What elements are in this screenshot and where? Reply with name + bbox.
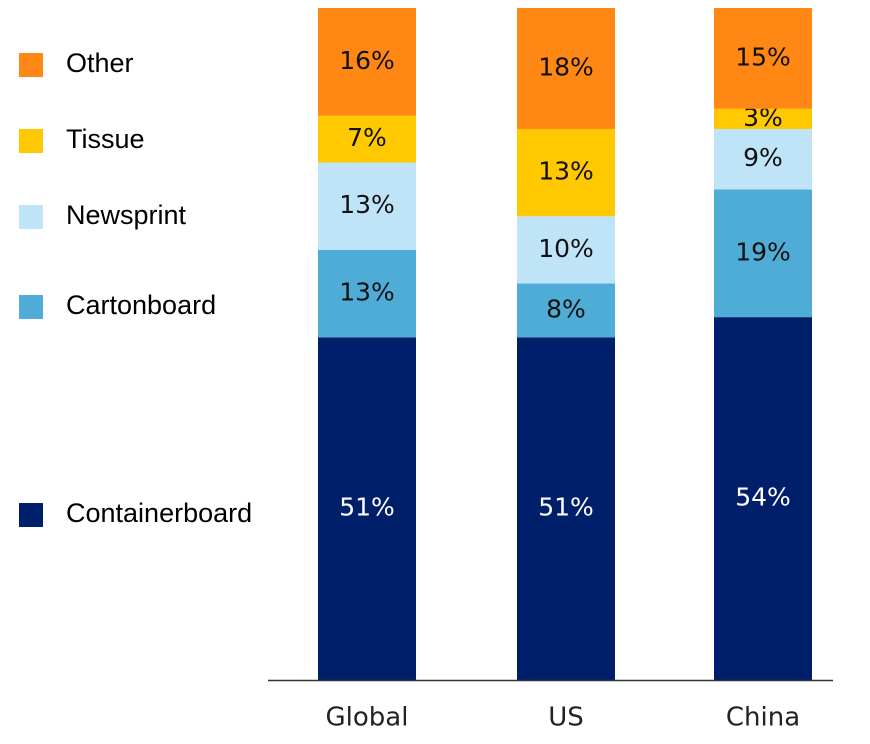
legend-swatch xyxy=(19,53,43,77)
value-label: 13% xyxy=(339,190,395,219)
bar-segment xyxy=(517,337,615,680)
x-tick-label: China xyxy=(726,703,800,733)
legend-label: Other xyxy=(66,48,134,78)
bar-segment xyxy=(517,128,615,217)
value-label: 18% xyxy=(538,52,594,81)
bar-segment xyxy=(517,283,615,338)
bar-segment xyxy=(318,162,416,250)
value-label: 19% xyxy=(735,237,791,266)
bar-segment xyxy=(714,108,812,129)
bar-segment xyxy=(318,249,416,338)
value-label: 54% xyxy=(735,483,791,512)
value-label: 15% xyxy=(735,42,791,71)
legend-swatch xyxy=(19,129,43,153)
bar-segment xyxy=(714,317,812,680)
value-label: 9% xyxy=(743,143,783,172)
value-label: 13% xyxy=(339,278,395,307)
value-label: 51% xyxy=(538,493,594,522)
value-label: 13% xyxy=(538,157,594,186)
bar-segment xyxy=(318,115,416,163)
bar-segment xyxy=(714,8,812,109)
x-tick-label: US xyxy=(548,703,584,733)
value-label: 7% xyxy=(347,123,387,152)
value-label: 51% xyxy=(339,493,395,522)
bar-segment xyxy=(517,8,615,129)
legend-label: Newsprint xyxy=(66,200,187,230)
value-label: 10% xyxy=(538,234,594,263)
bar-segment xyxy=(714,128,812,190)
legend-swatch xyxy=(19,295,43,319)
legend-label: Cartonboard xyxy=(66,290,216,320)
bar-segment xyxy=(517,216,615,284)
bar-segment xyxy=(714,189,812,318)
bar-segment xyxy=(318,8,416,116)
legend-swatch xyxy=(19,205,43,229)
value-label: 8% xyxy=(546,294,586,323)
legend-swatch xyxy=(19,503,43,527)
bar-segment xyxy=(318,337,416,680)
value-label: 16% xyxy=(339,46,395,75)
legend-label: Tissue xyxy=(66,124,145,154)
legend-label: Containerboard xyxy=(66,498,252,528)
x-tick-label: Global xyxy=(326,703,409,733)
